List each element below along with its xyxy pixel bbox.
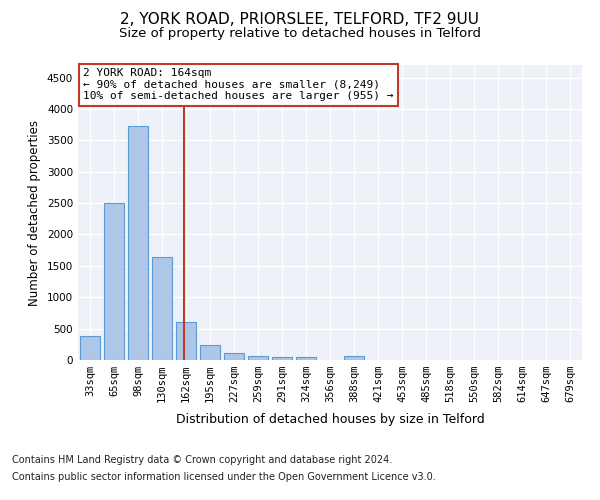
Bar bbox=[104, 203, 124, 360]
Bar bbox=[296, 356, 316, 360]
Y-axis label: Number of detached properties: Number of detached properties bbox=[28, 120, 41, 306]
Text: Size of property relative to detached houses in Telford: Size of property relative to detached ho… bbox=[119, 28, 481, 40]
Bar bbox=[248, 356, 268, 360]
Text: 2 YORK ROAD: 164sqm
← 90% of detached houses are smaller (8,249)
10% of semi-det: 2 YORK ROAD: 164sqm ← 90% of detached ho… bbox=[83, 68, 394, 101]
Text: Distribution of detached houses by size in Telford: Distribution of detached houses by size … bbox=[176, 412, 484, 426]
Bar bbox=[152, 257, 172, 360]
Text: Contains HM Land Registry data © Crown copyright and database right 2024.: Contains HM Land Registry data © Crown c… bbox=[12, 455, 392, 465]
Text: Contains public sector information licensed under the Open Government Licence v3: Contains public sector information licen… bbox=[12, 472, 436, 482]
Bar bbox=[80, 336, 100, 360]
Bar bbox=[200, 345, 220, 360]
Bar bbox=[128, 126, 148, 360]
Bar bbox=[344, 356, 364, 360]
Text: 2, YORK ROAD, PRIORSLEE, TELFORD, TF2 9UU: 2, YORK ROAD, PRIORSLEE, TELFORD, TF2 9U… bbox=[121, 12, 479, 28]
Bar bbox=[224, 353, 244, 360]
Bar bbox=[176, 322, 196, 360]
Bar bbox=[272, 356, 292, 360]
